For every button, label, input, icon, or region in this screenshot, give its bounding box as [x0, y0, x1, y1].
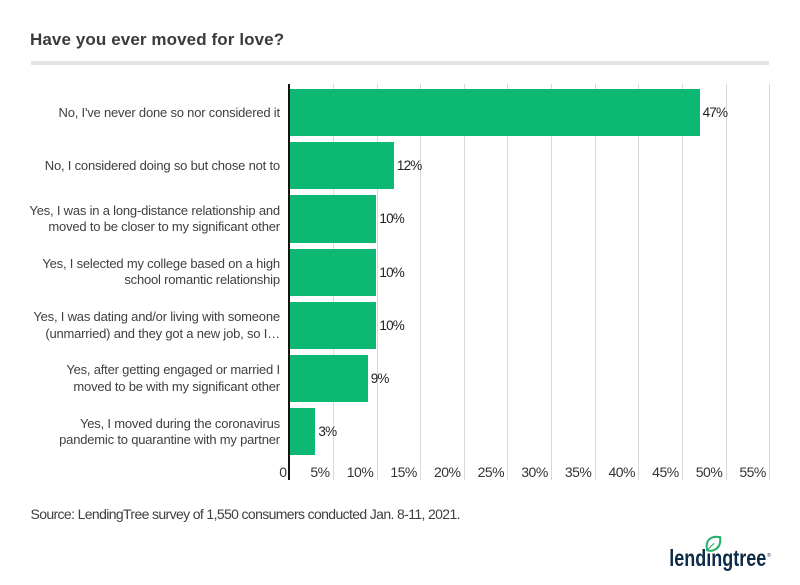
svg-text:®: ® — [767, 552, 771, 559]
svg-text:lendıngtree: lendıngtree — [669, 545, 766, 571]
